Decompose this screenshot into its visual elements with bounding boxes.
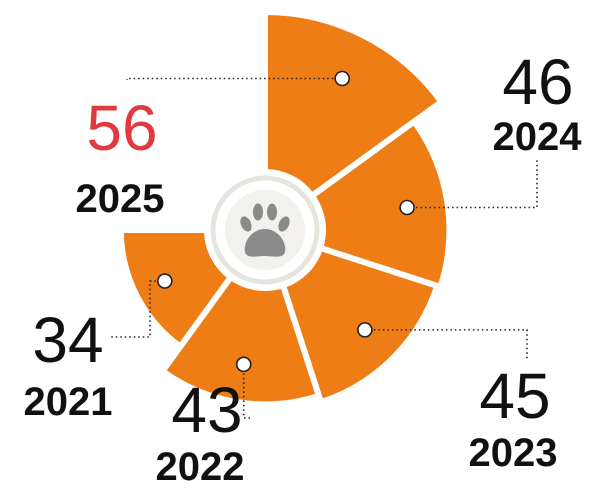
dot — [235, 356, 252, 373]
wedge — [158, 272, 323, 408]
wedge — [307, 117, 453, 291]
year-label: 2022 — [156, 445, 245, 489]
year-label: 2021 — [24, 380, 113, 424]
dot — [334, 70, 350, 87]
paw-icon — [210, 175, 320, 285]
center-ring — [210, 175, 320, 285]
wedge — [117, 227, 236, 351]
paw — [240, 203, 290, 257]
dot — [357, 322, 373, 338]
value-label: 34 — [32, 304, 103, 376]
dot — [399, 199, 415, 216]
value-label: 45 — [479, 360, 550, 432]
dot — [157, 273, 173, 289]
leader-line — [364, 329, 528, 360]
value-label: 46 — [502, 46, 573, 118]
leader-line — [126, 77, 343, 80]
leader-line — [110, 280, 165, 338]
wedge — [262, 8, 446, 201]
year-label: 2024 — [493, 115, 583, 159]
wedges — [117, 8, 453, 408]
value-label: 43 — [171, 374, 242, 446]
year-label: 2025 — [76, 177, 165, 221]
value-label: 56 — [86, 92, 157, 164]
year-label: 2023 — [469, 431, 558, 475]
